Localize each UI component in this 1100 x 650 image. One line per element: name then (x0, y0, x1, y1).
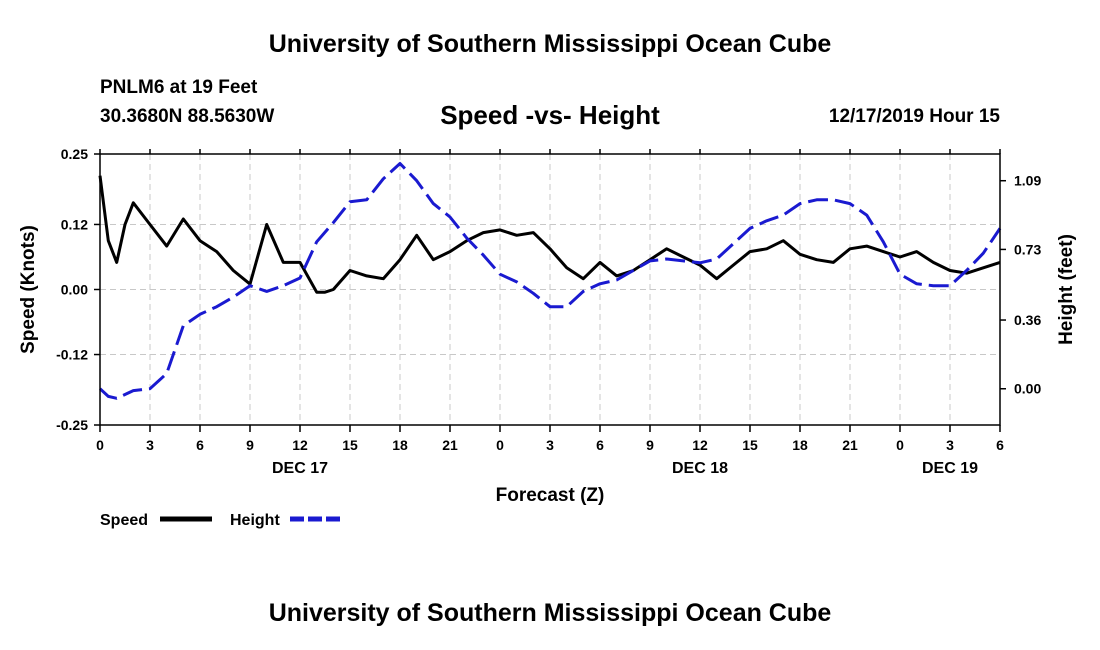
legend-speed-label: Speed (100, 512, 148, 529)
x-tick-label: 9 (246, 437, 254, 453)
legend: Speed Height (100, 512, 342, 529)
x-tick-label: 3 (146, 437, 154, 453)
station-coordinates: 30.3680N 88.5630W (100, 106, 275, 127)
y-left-tick-label: 0.25 (61, 146, 88, 162)
page-title: University of Southern Mississippi Ocean… (268, 30, 832, 58)
speed-series-line (98, 175, 1001, 294)
series-lines (98, 162, 1002, 400)
height-series-line (98, 162, 1002, 400)
y-right-tick-label: 1.09 (1014, 173, 1041, 189)
y-right-tick-label: 0.36 (1014, 312, 1041, 328)
x-tick-label: 0 (96, 437, 104, 453)
footer-title: University of Southern Mississippi Ocean… (268, 599, 832, 627)
date-label: DEC 18 (672, 460, 728, 477)
x-tick-label: 0 (896, 437, 904, 453)
y-left-tick-label: -0.12 (56, 347, 88, 363)
x-tick-label: 9 (646, 437, 654, 453)
x-tick-label: 21 (442, 437, 458, 453)
x-tick-label: 12 (692, 437, 708, 453)
x-tick-label: 3 (546, 437, 554, 453)
x-tick-label: 6 (196, 437, 204, 453)
x-tick-label: 12 (292, 437, 308, 453)
date-label: DEC 19 (922, 460, 978, 477)
chart-title: Speed -vs- Height (440, 100, 660, 130)
grid-lines (100, 154, 1000, 425)
x-tick-label: 0 (496, 437, 504, 453)
axis-labels: 0 3 6 9 12 15 18 21 0 3 6 9 12 15 18 21 0 3 6 DEC 17 DEC 18 D… (18, 146, 1077, 506)
y-right-tick-label: 0.73 (1014, 241, 1041, 257)
x-tick-label: 15 (742, 437, 758, 453)
y-left-tick-label: 0.12 (61, 216, 88, 232)
x-tick-label: 15 (342, 437, 358, 453)
forecast-date: 12/17/2019 Hour 15 (828, 106, 1000, 127)
station-name: PNLM6 at 19 Feet (100, 77, 258, 98)
x-tick-label: 21 (842, 437, 858, 453)
y-left-tick-label: -0.25 (56, 417, 88, 433)
date-label: DEC 17 (272, 460, 328, 477)
x-tick-label: 3 (946, 437, 954, 453)
axes (94, 149, 1006, 432)
y-left-tick-label: 0.00 (61, 282, 88, 298)
y-left-axis-title: Speed (Knots) (18, 225, 39, 354)
x-tick-label: 6 (596, 437, 604, 453)
y-right-axis-title: Height (feet) (1056, 234, 1077, 345)
legend-height-label: Height (230, 512, 280, 529)
x-tick-label: 6 (996, 437, 1004, 453)
x-axis-title: Forecast (Z) (496, 485, 605, 506)
x-tick-label: 18 (792, 437, 808, 453)
x-tick-label: 18 (392, 437, 408, 453)
y-right-tick-label: 0.00 (1014, 381, 1041, 397)
